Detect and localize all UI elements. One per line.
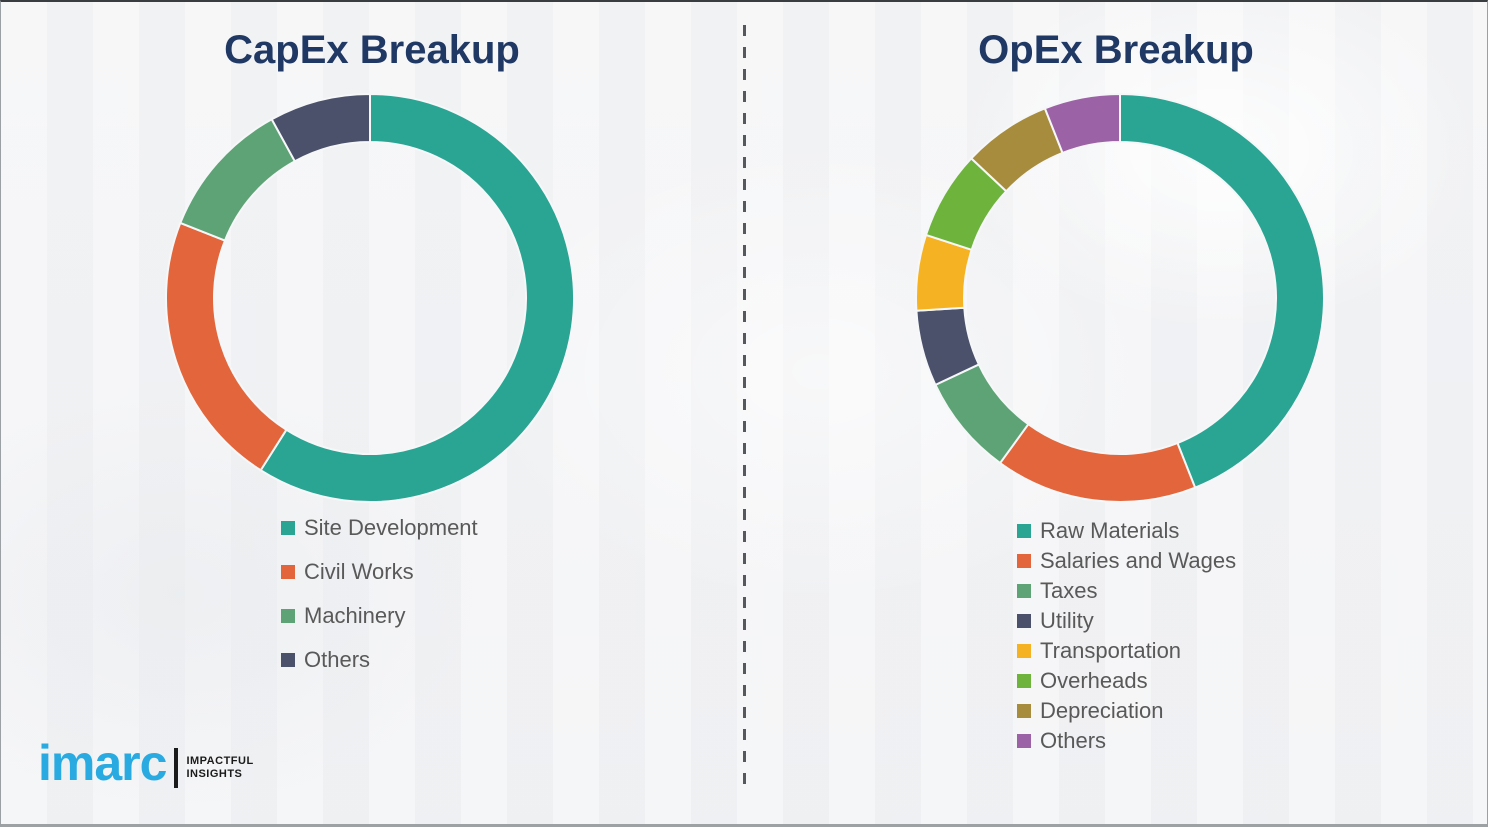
legend-item-civil-works: Civil Works — [281, 558, 478, 586]
donut-slice-others — [1043, 93, 1121, 154]
legend-label: Overheads — [1040, 668, 1148, 693]
legend-label: Raw Materials — [1040, 518, 1180, 543]
capex-legend: Site Development Civil Works Machinery Othe… — [281, 514, 478, 674]
donut-slice-machinery — [179, 118, 296, 242]
imarc-logo-tagline: IMPACTFUL INSIGHTS — [186, 755, 253, 781]
legend-item-transportation: Transportation — [1017, 637, 1236, 665]
opex-legend: Raw Materials Salaries and Wages Taxes Util… — [1017, 517, 1236, 755]
legend-swatch-icon — [281, 609, 295, 623]
imarc-logo-divider-bar — [174, 748, 179, 788]
capex-chart-title: CapEx Breakup — [224, 28, 520, 72]
legend-swatch-icon — [281, 521, 295, 535]
legend-item-salaries-and-wages: Salaries and Wages — [1017, 547, 1236, 575]
legend-swatch-icon — [1017, 734, 1031, 748]
legend-item-others: Others — [1017, 727, 1236, 755]
legend-item-overheads: Overheads — [1017, 667, 1236, 695]
imarc-logo-wordmark: imarc — [38, 735, 167, 791]
legend-label: Machinery — [304, 603, 406, 628]
donut-slice-raw-materials — [1119, 93, 1325, 489]
legend-swatch-icon — [1017, 704, 1031, 718]
donut-slice-others — [270, 93, 371, 163]
legend-label: Depreciation — [1040, 698, 1164, 723]
legend-label: Civil Works — [304, 559, 414, 584]
legend-label: Transportation — [1040, 638, 1182, 663]
legend-item-others: Others — [281, 646, 478, 674]
legend-item-raw-materials: Raw Materials — [1017, 517, 1236, 545]
opex-chart-title: OpEx Breakup — [978, 28, 1254, 72]
legend-item-site-development: Site Development — [281, 514, 478, 542]
legend-label: Utility — [1040, 608, 1094, 633]
legend-swatch-icon — [281, 565, 295, 579]
legend-swatch-icon — [1017, 614, 1031, 628]
legend-item-taxes: Taxes — [1017, 577, 1236, 605]
legend-label: Others — [1040, 728, 1107, 753]
legend-swatch-icon — [1017, 644, 1031, 658]
tagline-line-2: INSIGHTS — [186, 768, 243, 780]
legend-label: Salaries and Wages — [1040, 548, 1237, 573]
opex-donut-chart — [915, 93, 1325, 503]
legend-item-machinery: Machinery — [281, 602, 478, 630]
donut-slice-civil-works — [165, 221, 288, 472]
legend-swatch-icon — [1017, 674, 1031, 688]
legend-swatch-icon — [1017, 554, 1031, 568]
capex-donut-chart — [165, 93, 575, 503]
tagline-line-1: IMPACTFUL — [186, 755, 254, 767]
donut-slice-salaries-and-wages — [999, 423, 1197, 503]
legend-item-utility: Utility — [1017, 607, 1236, 635]
legend-item-depreciation: Depreciation — [1017, 697, 1236, 725]
legend-swatch-icon — [1017, 524, 1031, 538]
legend-swatch-icon — [281, 653, 295, 667]
donut-slice-site-development — [259, 93, 575, 503]
imarc-logo: imarc IMPACTFUL INSIGHTS — [38, 735, 254, 791]
legend-label: Taxes — [1040, 578, 1098, 603]
legend-swatch-icon — [1017, 584, 1031, 598]
legend-label: Others — [304, 647, 371, 672]
vertical-dashed-divider — [743, 25, 746, 791]
legend-label: Site Development — [304, 515, 478, 540]
